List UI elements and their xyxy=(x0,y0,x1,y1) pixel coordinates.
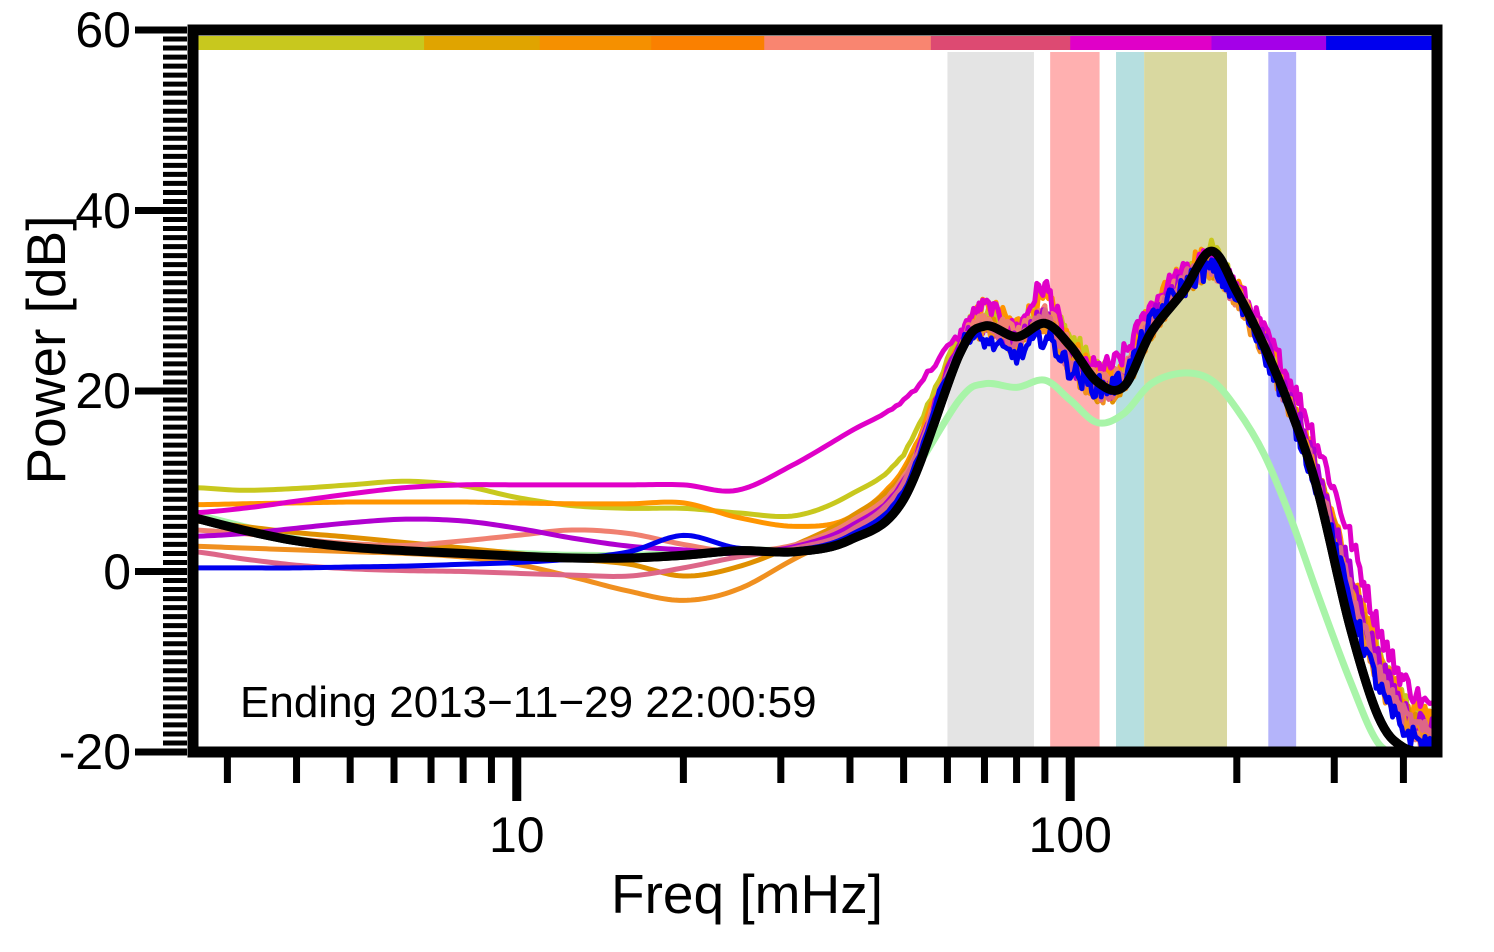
colorbar-segment-3 xyxy=(651,36,766,50)
y-tick-label-0: 0 xyxy=(103,543,131,600)
colorbar-segment-2 xyxy=(539,36,653,50)
series-mean-overlay xyxy=(193,246,1437,752)
colorbar-segment-7 xyxy=(1211,36,1327,50)
y-tick-label-20: 20 xyxy=(75,363,131,419)
plot-background xyxy=(193,30,1437,752)
x-tick-label-100: 100 xyxy=(1028,807,1112,863)
ending-timestamp-annotation: Ending 2013−11−29 22:00:59 xyxy=(240,678,817,727)
shaded-band-3 xyxy=(1144,52,1227,752)
colorbar-segment-1 xyxy=(424,36,541,50)
colorbar-segment-5 xyxy=(930,36,1072,50)
axis-frame xyxy=(187,24,1443,758)
y-tick-label-40: 40 xyxy=(75,182,131,239)
x-tick-label-10: 10 xyxy=(488,807,545,863)
y-tick-label--20: -20 xyxy=(58,724,131,780)
shaded-band-2 xyxy=(1116,52,1145,752)
y-tick-label-60: 60 xyxy=(75,2,131,58)
colorbar-segment-0 xyxy=(193,36,425,50)
colorbar-segment-6 xyxy=(1070,36,1213,50)
colorbar-segment-4 xyxy=(764,36,932,50)
curves-group xyxy=(193,237,1437,752)
colorbar-segment-8 xyxy=(1326,36,1438,50)
x-axis-title: Freq [mHz] xyxy=(611,863,883,925)
